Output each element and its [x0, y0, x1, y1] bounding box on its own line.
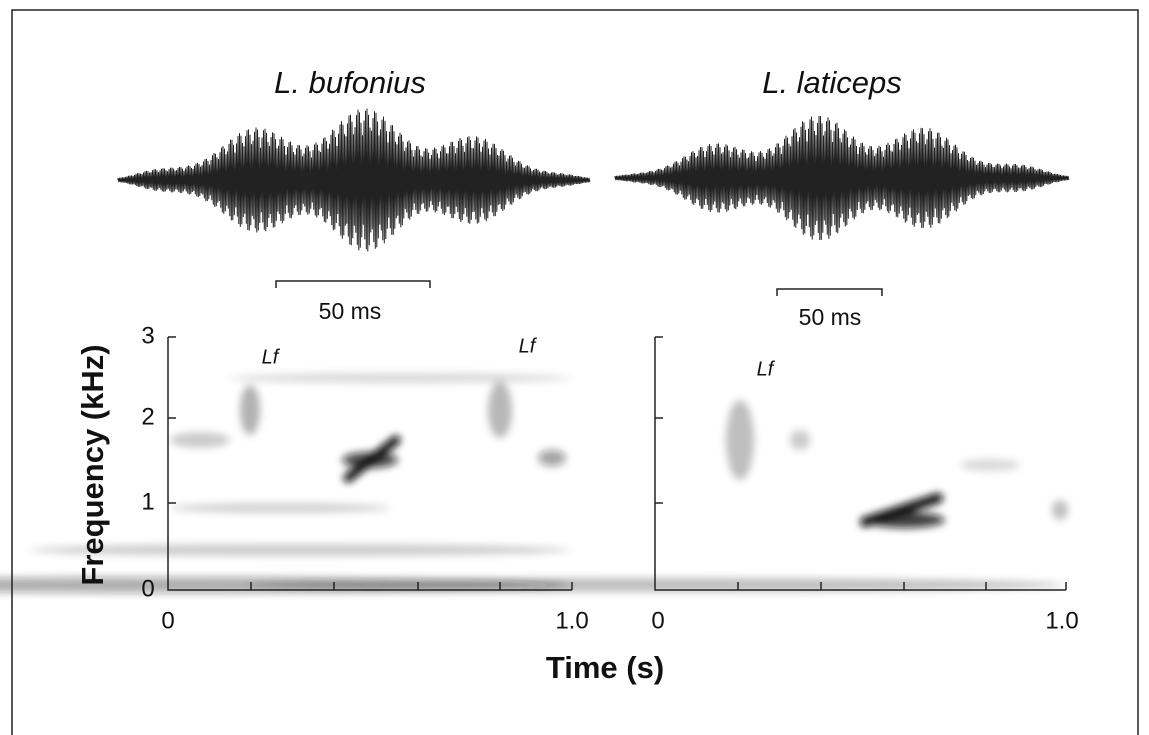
scale-bar [275, 280, 431, 288]
spectrogram-blob [170, 503, 390, 513]
scale-bar-label: 50 ms [799, 304, 862, 330]
y-tick-label: 0 [141, 575, 154, 602]
spectrogram-blob [790, 430, 810, 450]
x-axis-label: Time (s) [546, 650, 664, 685]
waveform [117, 108, 591, 252]
y-tick-label: 3 [141, 322, 154, 349]
frame [11, 9, 1139, 735]
spectrogram-blob [726, 400, 754, 480]
y-axis-label: Frequency (kHz) [75, 344, 110, 585]
x-tick-label: 1.0 [555, 607, 588, 634]
spectrogram-blob [1052, 500, 1068, 520]
scale-bar [776, 288, 883, 296]
spectrogram-band [860, 493, 943, 527]
spectrogram-blob [240, 385, 260, 435]
spectrogram-blob [538, 450, 566, 466]
scale-bar-label: 50 ms [319, 298, 382, 324]
waveform [614, 115, 1070, 241]
spectrogram-blob [230, 373, 570, 383]
panel-title: L. bufonius [274, 65, 426, 100]
spectrogram-blob [488, 382, 512, 438]
annotation: Lf [262, 346, 281, 368]
x-tick-label: 1.0 [1045, 607, 1078, 634]
axes [167, 336, 1067, 591]
spectrogram-blob [170, 432, 230, 448]
y-tick-label: 2 [141, 403, 154, 430]
waveforms [117, 108, 1070, 252]
x-tick-label: 0 [651, 607, 664, 634]
panel-title: L. laticeps [762, 65, 902, 100]
x-tick-label: 0 [161, 607, 174, 634]
spectrogram-blob [960, 459, 1020, 471]
annotation: Lf [519, 335, 538, 357]
annotation: Lf [757, 358, 776, 380]
spectrogram-blob [30, 544, 570, 556]
y-tick-label: 1 [141, 488, 154, 515]
spectrogram-band [343, 435, 401, 483]
